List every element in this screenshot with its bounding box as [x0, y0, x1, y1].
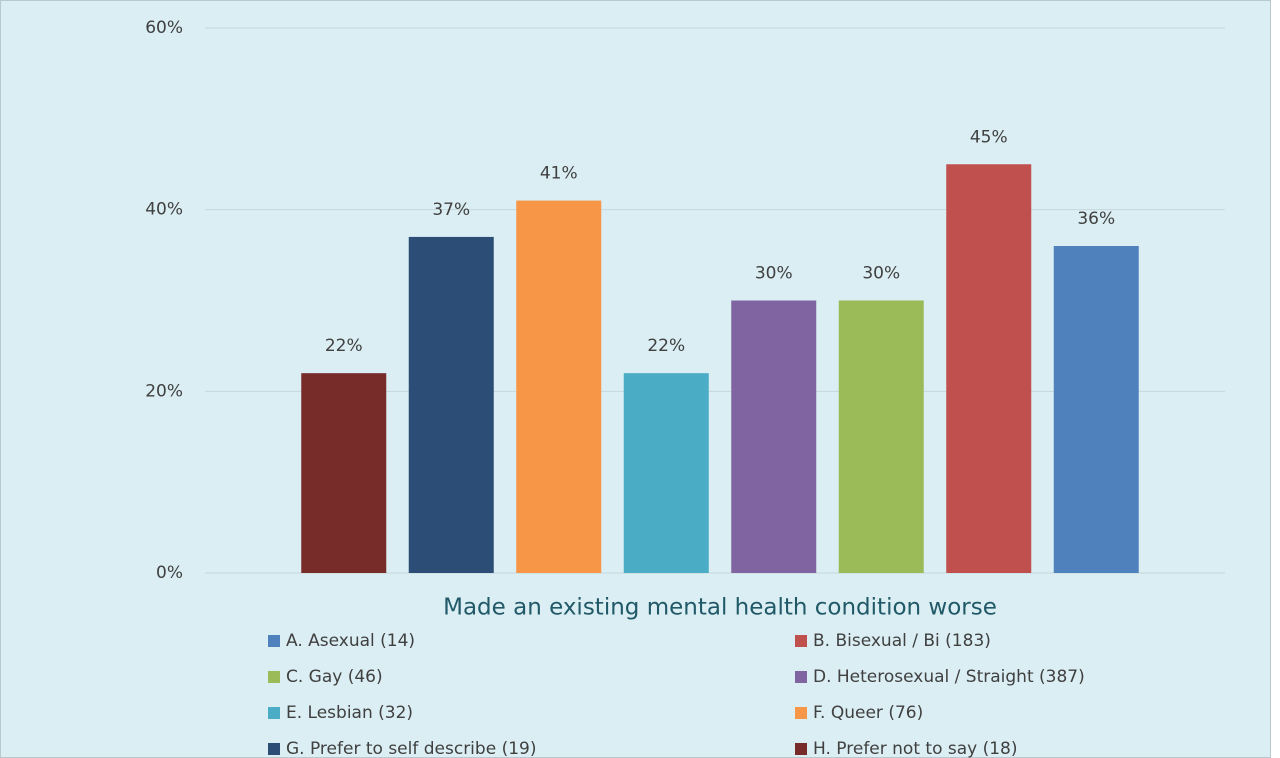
data-label: 37% [432, 200, 470, 220]
legend-label: F. Queer (76) [813, 703, 923, 723]
data-label: 22% [647, 336, 685, 356]
legend-label: C. Gay (46) [286, 667, 383, 687]
legend-swatch [795, 743, 807, 755]
legend-label: G. Prefer to self describe (19) [286, 739, 536, 758]
legend-swatch [268, 743, 280, 755]
bar [838, 300, 924, 573]
data-label: 22% [325, 336, 363, 356]
data-label: 30% [862, 264, 900, 284]
bar [1053, 246, 1139, 573]
legend-swatch [268, 707, 280, 719]
legend-swatch [268, 635, 280, 647]
legend-swatch [795, 707, 807, 719]
legend-label: A. Asexual (14) [286, 631, 415, 651]
legend-label: E. Lesbian (32) [286, 703, 413, 723]
legend-label: D. Heterosexual / Straight (387) [813, 667, 1085, 687]
bar [946, 164, 1032, 573]
legend-swatch [268, 671, 280, 683]
data-label: 45% [970, 127, 1008, 147]
legend-swatch [795, 635, 807, 647]
x-tick-label: Made an existing mental health condition… [443, 595, 997, 621]
y-tick-label: 40% [145, 200, 183, 220]
y-tick-label: 0% [156, 563, 183, 583]
bar [516, 200, 602, 574]
data-label: 30% [755, 264, 793, 284]
data-label: 41% [540, 164, 578, 184]
bar [623, 373, 709, 573]
data-label: 36% [1077, 209, 1115, 229]
bar [301, 373, 387, 573]
y-tick-label: 20% [145, 381, 183, 401]
bar [408, 236, 494, 573]
legend-label: H. Prefer not to say (18) [813, 739, 1018, 758]
legend-swatch [795, 671, 807, 683]
legend-label: B. Bisexual / Bi (183) [813, 631, 991, 651]
bar [731, 300, 817, 573]
y-tick-label: 60% [145, 18, 183, 38]
